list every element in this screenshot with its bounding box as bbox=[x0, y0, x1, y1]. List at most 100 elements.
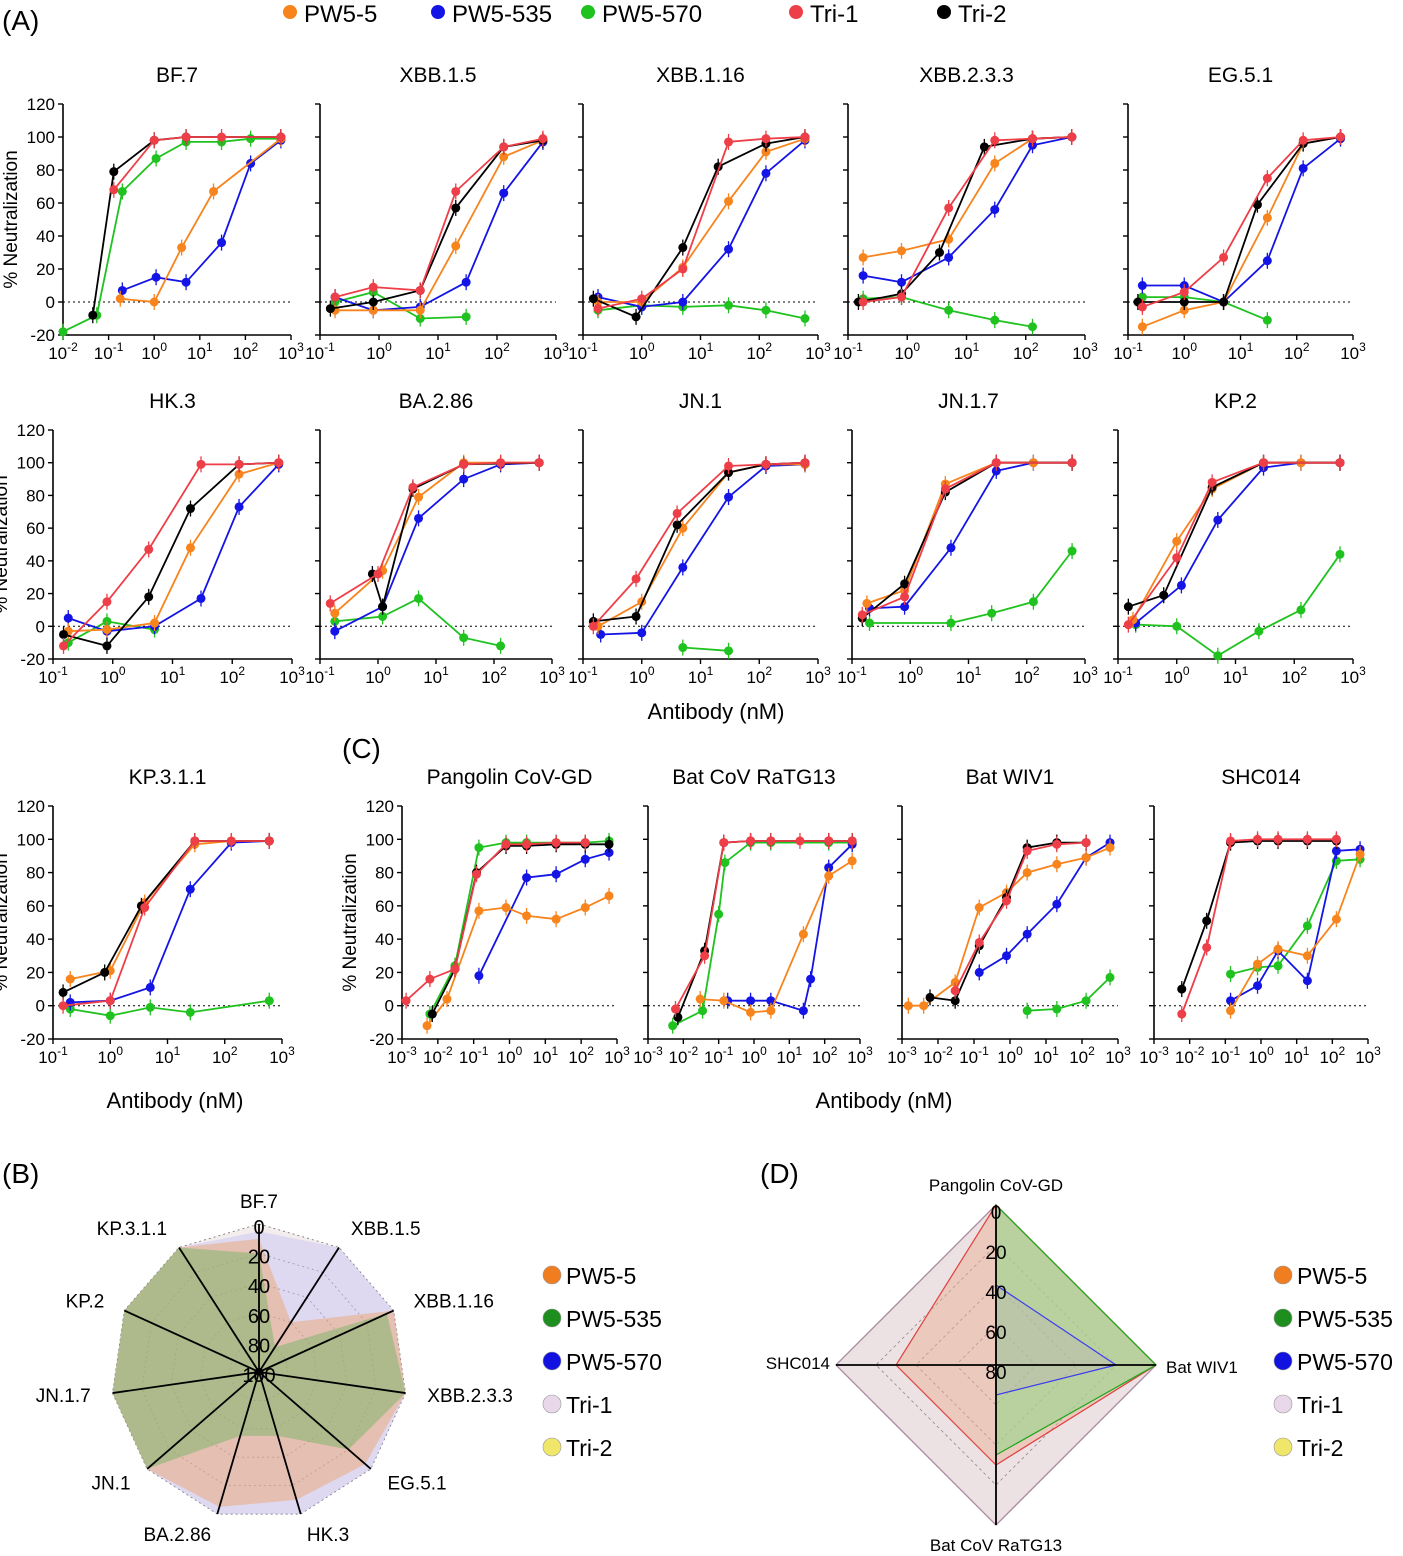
data-point bbox=[451, 203, 461, 213]
data-point bbox=[1179, 287, 1189, 297]
data-point bbox=[177, 243, 187, 253]
data-point bbox=[724, 196, 734, 206]
data-point bbox=[798, 929, 808, 939]
data-point bbox=[276, 132, 286, 142]
series-line bbox=[592, 461, 806, 627]
radar-legend-marker bbox=[542, 1351, 562, 1371]
chart-title: SHC014 bbox=[1221, 766, 1301, 789]
data-point bbox=[425, 974, 435, 984]
data-point bbox=[944, 203, 954, 213]
data-point bbox=[1254, 626, 1264, 636]
x-tick-label: 101 bbox=[1284, 1044, 1310, 1067]
data-point bbox=[724, 300, 734, 310]
data-point bbox=[950, 996, 960, 1006]
series-line bbox=[597, 463, 805, 628]
chart-panel: Bat CoV RaTG13 10-3 10-2 10-1 100 101 102 103 bbox=[633, 766, 873, 1067]
x-tick-label: 100 bbox=[1164, 664, 1190, 687]
data-point bbox=[144, 544, 154, 554]
x-tick-label: 102 bbox=[481, 664, 507, 687]
series-line bbox=[908, 846, 1111, 1007]
x-tick-label: 103 bbox=[1355, 1044, 1381, 1067]
data-point bbox=[897, 277, 907, 287]
data-point bbox=[979, 142, 989, 152]
data-point bbox=[824, 836, 834, 846]
data-point bbox=[698, 1006, 708, 1016]
radar-legend-marker bbox=[542, 1437, 562, 1457]
data-point bbox=[450, 964, 460, 974]
data-point bbox=[105, 996, 115, 1006]
data-point bbox=[631, 574, 641, 584]
data-point bbox=[588, 621, 598, 631]
chart-panel: EG.5.1 10-1 100 101 102 103 bbox=[1113, 64, 1366, 363]
data-point bbox=[824, 871, 834, 881]
radar-axis-label: XBB.1.5 bbox=[351, 1219, 421, 1240]
series-line bbox=[1229, 853, 1361, 1012]
x-tick-label: 10-1 bbox=[38, 664, 68, 687]
radar-axis-label: Bat WIV1 bbox=[1166, 1358, 1238, 1377]
data-point bbox=[368, 305, 378, 315]
data-point bbox=[604, 848, 614, 858]
chart-panel: BF.7 -20 0 20 40 60 80 100 120 10-2 10-1 100 101 102 1… bbox=[1, 64, 304, 363]
series-line bbox=[120, 137, 282, 303]
y-tick-label: 120 bbox=[27, 95, 55, 114]
x-tick-label: 100 bbox=[997, 1044, 1023, 1067]
chart-panel: JN.1 10-1 100 101 102 103 bbox=[568, 390, 831, 687]
chart-title: BA.2.86 bbox=[399, 390, 474, 413]
x-tick-label: 100 bbox=[1248, 1044, 1274, 1067]
data-point bbox=[724, 492, 734, 502]
data-point bbox=[274, 458, 284, 468]
x-tick-label: 10-1 bbox=[833, 340, 863, 363]
chart-panel: XBB.2.3.3 10-1 100 101 102 103 bbox=[833, 64, 1098, 363]
data-point bbox=[401, 996, 411, 1006]
data-point bbox=[800, 132, 810, 142]
chart-panel: XBB.1.5 10-1 100 101 102 103 bbox=[305, 64, 569, 363]
data-point bbox=[857, 610, 867, 620]
x-tick-label: 100 bbox=[365, 664, 391, 687]
radar-spoke bbox=[216, 1371, 260, 1515]
radar-r-tick-label: 20 bbox=[248, 1247, 270, 1269]
data-point bbox=[1219, 297, 1229, 307]
data-point bbox=[604, 891, 614, 901]
series-line bbox=[1135, 553, 1341, 657]
data-point bbox=[1253, 834, 1263, 844]
data-point bbox=[1226, 996, 1236, 1006]
radar-grid bbox=[170, 1282, 348, 1458]
radar-axis-label: SHC014 bbox=[766, 1354, 830, 1373]
data-point bbox=[678, 264, 688, 274]
x-tick-label: 102 bbox=[746, 340, 772, 363]
x-tick-label: 10-2 bbox=[48, 340, 78, 363]
data-point bbox=[1273, 961, 1283, 971]
radar-chart-d: Pangolin CoV-GD Bat WIV1 Bat CoV RaTG13 SHC… bbox=[766, 1176, 1393, 1555]
chart-title: EG.5.1 bbox=[1208, 64, 1273, 87]
x-tick-label: 10-1 bbox=[305, 664, 335, 687]
data-point bbox=[858, 271, 868, 281]
data-point bbox=[631, 611, 641, 621]
data-point bbox=[900, 579, 910, 589]
data-point bbox=[65, 974, 75, 984]
chart-title: Pangolin CoV-GD bbox=[427, 766, 593, 789]
data-point bbox=[1105, 972, 1115, 982]
data-point bbox=[1252, 200, 1262, 210]
data-point bbox=[1123, 620, 1133, 630]
data-point bbox=[330, 616, 340, 626]
x-tick-label: 10-3 bbox=[1139, 1044, 1169, 1067]
data-point bbox=[368, 297, 378, 307]
data-point bbox=[1253, 959, 1263, 969]
data-point bbox=[1302, 951, 1312, 961]
x-tick-label: 103 bbox=[1340, 664, 1366, 687]
x-tick-label: 100 bbox=[897, 664, 923, 687]
data-point bbox=[472, 869, 482, 879]
series-line bbox=[330, 139, 544, 310]
series-line bbox=[597, 139, 806, 308]
data-point bbox=[109, 185, 119, 195]
y-tick-label: 0 bbox=[36, 997, 45, 1016]
data-point bbox=[499, 152, 509, 162]
x-tick-label: 101 bbox=[688, 664, 714, 687]
data-point bbox=[761, 168, 771, 178]
chart-title: XBB.1.16 bbox=[656, 64, 745, 87]
chart-title: HK.3 bbox=[149, 390, 196, 413]
y-tick-label: -20 bbox=[30, 326, 55, 345]
series-line bbox=[70, 840, 270, 980]
data-point bbox=[461, 277, 471, 287]
x-tick-label: 100 bbox=[894, 340, 920, 363]
